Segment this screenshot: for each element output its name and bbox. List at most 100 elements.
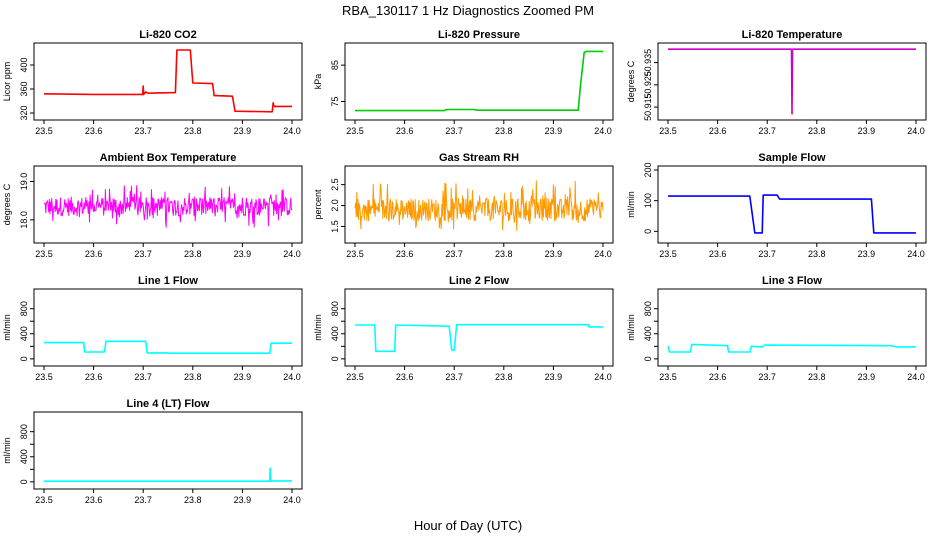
x-tick-label: 23.6	[396, 126, 414, 136]
y-axis-label: degrees C	[626, 60, 636, 102]
panel-title: Line 4 (LT) Flow	[127, 398, 210, 410]
x-tick-label: 23.9	[234, 126, 252, 136]
y-tick-label: 800	[19, 424, 29, 439]
x-tick-label: 23.7	[134, 372, 152, 382]
x-tick-label: 23.8	[495, 126, 513, 136]
x-tick-label: 23.6	[396, 372, 414, 382]
x-tick-label: 23.9	[545, 372, 563, 382]
y-tick-label: 18.0	[19, 211, 29, 229]
x-tick-label: 23.5	[659, 249, 677, 259]
x-tick-label: 24.0	[594, 126, 612, 136]
panel-9: Line 3 Flow 23.5 23.6 23.7 23.8 23.9 24.0 0 400 8…	[626, 275, 927, 382]
series-line	[354, 180, 604, 231]
x-tick-label: 23.6	[85, 372, 103, 382]
x-tick-label: 23.8	[495, 372, 513, 382]
y-tick-label: 320	[19, 105, 29, 120]
plot-frame	[33, 165, 303, 244]
plot-frame	[657, 165, 927, 244]
x-tick-label: 23.6	[709, 249, 727, 259]
x-tick-label: 23.9	[234, 372, 252, 382]
y-tick-label: 19.0	[19, 173, 29, 191]
y-tick-label: 0	[643, 229, 653, 234]
x-tick-label: 23.9	[545, 126, 563, 136]
plot-frame	[33, 42, 303, 121]
x-tick-label: 24.0	[283, 372, 301, 382]
panel-title: Li-820 Temperature	[742, 29, 843, 41]
x-tick-label: 24.0	[907, 249, 925, 259]
panel-10: Line 4 (LT) Flow 23.5 23.6 23.7 23.8 23.9 24.0…	[2, 398, 303, 505]
x-tick-label: 23.6	[85, 126, 103, 136]
x-tick-label: 23.6	[709, 126, 727, 136]
series-line	[44, 340, 292, 354]
x-tick-label: 23.8	[495, 249, 513, 259]
series-line	[44, 467, 292, 482]
x-tick-label: 24.0	[283, 495, 301, 505]
y-tick-label: 2.0	[330, 199, 340, 212]
plot-frame	[33, 411, 303, 490]
y-tick-label: 800	[330, 301, 340, 316]
x-tick-label: 23.8	[184, 495, 202, 505]
panel-6: Sample Flow 23.5 23.6 23.7 23.8 23.9 24.0 0 100 2…	[626, 152, 927, 259]
x-tick-label: 23.5	[35, 372, 53, 382]
x-tick-label: 23.6	[85, 249, 103, 259]
x-tick-label: 23.7	[758, 126, 776, 136]
y-axis-label: ml/min	[313, 314, 323, 341]
y-axis-label: Licor ppm	[2, 62, 12, 102]
y-tick-label: 400	[19, 326, 29, 341]
x-tick-label: 23.6	[709, 372, 727, 382]
y-axis-label: kPa	[313, 74, 323, 90]
y-tick-label: 0	[19, 356, 29, 361]
series-line	[43, 49, 292, 113]
y-axis-label: degrees C	[2, 183, 12, 225]
panel-title: Sample Flow	[758, 152, 826, 164]
panel-7: Line 1 Flow 23.5 23.6 23.7 23.8 23.9 24.0 0 400 8…	[2, 275, 303, 382]
series-line	[668, 48, 916, 115]
y-tick-label: 75	[330, 96, 340, 106]
y-tick-label: 800	[643, 301, 653, 316]
y-tick-label: 85	[330, 60, 340, 70]
x-tick-label: 23.6	[396, 249, 414, 259]
x-tick-label: 23.9	[858, 372, 876, 382]
x-tick-label: 23.9	[545, 249, 563, 259]
panels: Li-820 CO2 23.5 23.6 23.7 23.8 23.9 24.0 320 360…	[2, 29, 927, 505]
x-tick-label: 23.5	[346, 372, 364, 382]
y-tick-label: 800	[19, 301, 29, 316]
x-tick-label: 23.8	[184, 372, 202, 382]
y-axis-label: ml/min	[626, 191, 636, 218]
panel-title: Gas Stream RH	[439, 152, 519, 164]
y-axis-label: ml/min	[626, 314, 636, 341]
x-tick-label: 23.7	[758, 372, 776, 382]
x-tick-label: 23.5	[35, 249, 53, 259]
x-tick-label: 23.5	[35, 495, 53, 505]
y-tick-label: 0	[643, 356, 653, 361]
panel-title: Line 2 Flow	[449, 275, 509, 287]
y-tick-label: 200	[643, 162, 653, 177]
x-tick-label: 23.9	[234, 495, 252, 505]
figure-title: RBA_130117 1 Hz Diagnostics Zoomed PM	[342, 3, 594, 18]
x-tick-label: 23.5	[346, 249, 364, 259]
x-tick-label: 23.5	[659, 372, 677, 382]
y-tick-label: 0	[330, 356, 340, 361]
plot-frame	[33, 288, 303, 367]
x-tick-label: 23.7	[134, 249, 152, 259]
y-tick-label: 100	[643, 193, 653, 208]
x-tick-label: 23.7	[445, 372, 463, 382]
y-tick-label: 1.5	[330, 220, 340, 233]
x-tick-label: 23.8	[808, 126, 826, 136]
x-tick-label: 23.5	[35, 126, 53, 136]
panel-3: Li-820 Temperature 23.5 23.6 23.7 23.8 23.9 24…	[626, 29, 927, 136]
x-tick-label: 24.0	[283, 126, 301, 136]
panel-5: Gas Stream RH 23.5 23.6 23.7 23.8 23.9 24.0 1.5…	[313, 152, 614, 259]
x-tick-label: 23.5	[346, 126, 364, 136]
x-tick-label: 24.0	[907, 126, 925, 136]
x-tick-label: 23.9	[234, 249, 252, 259]
x-tick-label: 23.8	[808, 372, 826, 382]
x-tick-label: 23.6	[85, 495, 103, 505]
panel-title: Line 3 Flow	[762, 275, 822, 287]
y-tick-label: 400	[19, 57, 29, 72]
panel-8: Line 2 Flow 23.5 23.6 23.7 23.8 23.9 24.0 0 400 8…	[313, 275, 614, 382]
x-tick-label: 23.7	[758, 249, 776, 259]
y-tick-label: 2.5	[330, 178, 340, 191]
series-line	[355, 50, 603, 112]
